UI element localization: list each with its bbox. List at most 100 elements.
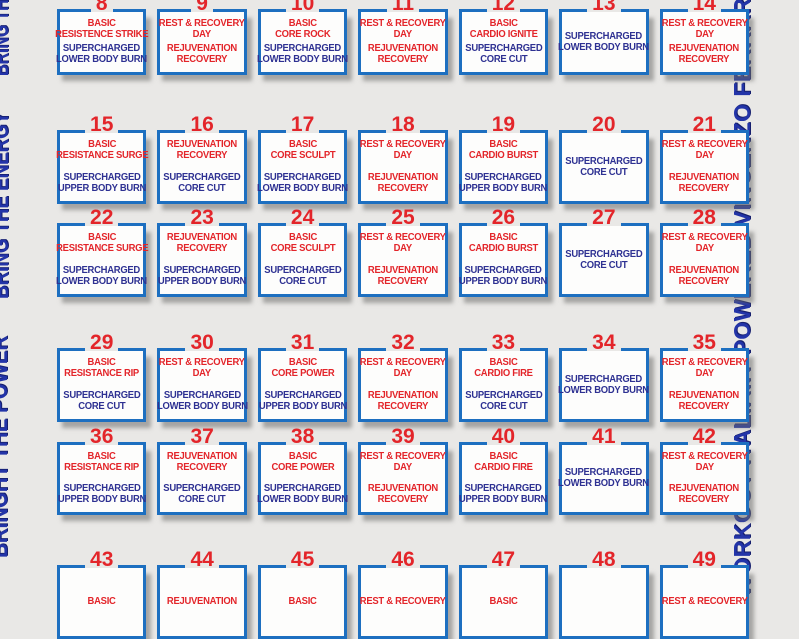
day-card: 46 REST & RECOVERY — [358, 549, 448, 639]
workout-text-line: REST & RECOVERY — [661, 231, 748, 243]
day-card-body: BASIC CARDIO FIRE SUPERCHARGED CORE CUT — [462, 351, 545, 419]
workout-text-line: SUPERCHARGED — [464, 171, 542, 183]
day-card: 24 BASIC CORE SCULPT SUPERCHARGED CORE CUT — [257, 207, 348, 297]
workout-label: REJUVENATION RECOVERY — [167, 232, 237, 254]
day-number: 43 — [90, 548, 114, 571]
workout-text-line: REST & RECOVERY — [360, 231, 446, 243]
workout-text-line: UPPER BODY BURN — [459, 182, 548, 194]
day-card: 25 REST & RECOVERY DAY REJUVENATION RECOVERY — [358, 207, 448, 297]
workout-text-line: CARDIO FIRE — [474, 461, 533, 473]
workout-text-line: CARDIO BURST — [468, 149, 539, 161]
workout-text-line: REJUVENATION — [167, 42, 238, 54]
card-top-line — [118, 223, 147, 226]
day-card: 17 BASIC CORE SCULPT SUPERCHARGED LOWER BODY… — [257, 114, 348, 204]
day-number: 46 — [391, 548, 415, 571]
day-number: 40 — [491, 425, 516, 448]
card-top-line — [157, 348, 186, 351]
day-number: 17 — [290, 113, 315, 136]
left-group-label-2: BRING THE ENERGY — [0, 111, 13, 299]
workout-text-line: LOWER BODY BURN — [156, 400, 248, 412]
day-card-body: REST & RECOVERY — [360, 568, 446, 636]
day-card-body: REST & RECOVERY DAY REJUVENATION RECOVERY — [360, 12, 446, 72]
workout-label: BASIC CARDIO BURST — [469, 232, 538, 254]
day-card: 19 BASIC CARDIO BURST SUPERCHARGED UPPER BOD… — [458, 114, 549, 204]
card-top-line — [559, 130, 588, 133]
card-top-line — [257, 565, 286, 568]
workout-text-line: SUPERCHARGED — [264, 42, 342, 54]
day-card: 12 BASIC CARDIO IGNITE SUPERCHARGED CORE CUT — [458, 0, 549, 75]
card-top-line — [319, 442, 348, 445]
card-top-line — [112, 9, 147, 12]
day-card-header: 26 — [458, 206, 549, 228]
day-card-header: 15 — [57, 113, 147, 135]
day-card-header: 48 — [559, 548, 649, 570]
day-card-header: 45 — [257, 548, 348, 570]
workout-label: BASIC CARDIO FIRE — [474, 357, 533, 379]
workout-text-line: CORE CUT — [278, 275, 327, 287]
day-card-header: 9 — [157, 0, 247, 14]
workout-text-line: RECOVERY — [679, 182, 730, 194]
day-card: 22 BASIC RESISTANCE SURGE SUPERCHARGED LOWER… — [56, 207, 148, 297]
workout-text-line: DAY — [695, 242, 714, 254]
day-card-body: BASIC — [261, 568, 344, 636]
card-top-line — [257, 348, 286, 351]
workout-label: REJUVENATION RECOVERY — [368, 43, 438, 65]
card-top-line — [620, 9, 649, 12]
day-card: 39 REST & RECOVERY DAY REJUVENATION RECOVERY — [358, 426, 448, 515]
workout-text-line: SUPERCHARGED — [264, 389, 342, 401]
workout-label: SUPERCHARGED LOWER BODY BURN — [56, 265, 147, 287]
workout-text-line: REST & RECOVERY — [661, 595, 748, 607]
card-top-line — [419, 223, 448, 226]
day-card-body: BASIC CARDIO BURST SUPERCHARGED UPPER BODY … — [459, 133, 548, 201]
card-top-line — [257, 223, 286, 226]
workout-label: SUPERCHARGED CORE CUT — [565, 155, 642, 178]
card-top-line — [57, 442, 86, 445]
card-top-line — [659, 442, 688, 445]
workout-text-line: REST & RECOVERY — [661, 17, 748, 29]
card-top-line — [118, 348, 147, 351]
workout-text-line: CORE CUT — [479, 400, 528, 412]
day-card-header: 43 — [57, 548, 147, 571]
workout-text-line: CORE SCULPT — [270, 242, 335, 254]
card-top-line — [559, 223, 588, 226]
card-top-line — [57, 9, 91, 12]
workout-text-line: LOWER BODY BURN — [558, 477, 650, 489]
day-number: 14 — [692, 0, 716, 15]
workout-text-line: REJUVENATION — [669, 482, 740, 494]
workout-label: SUPERCHARGED LOWER BODY BURN — [257, 43, 348, 65]
workout-label: REST & RECOVERY DAY — [159, 18, 245, 40]
day-card: 31 BASIC CORE POWER SUPERCHARGED UPPER BODY … — [257, 332, 348, 422]
day-card: 41 SUPERCHARGED LOWER BODY BURN — [558, 426, 650, 515]
workout-label: REJUVENATION RECOVERY — [167, 451, 237, 473]
workout-text-line: RECOVERY — [377, 182, 429, 194]
workout-text-line: SUPERCHARGED — [565, 466, 643, 478]
workout-text-line: BASIC — [288, 356, 317, 368]
workout-text-line: REJUVENATION — [367, 42, 439, 54]
day-card-body: BASIC CARDIO IGNITE SUPERCHARGED CORE CUT — [462, 12, 545, 72]
calendar-week-row: 36 BASIC RESISTANCE RIP SUPERCHARGED UPPER B… — [57, 426, 750, 515]
day-number: 10 — [290, 0, 315, 15]
card-top-line — [57, 130, 86, 133]
workout-text-line: RECOVERY — [377, 275, 429, 287]
workout-text-line: BASIC — [87, 231, 116, 243]
card-top-line — [358, 348, 387, 351]
workout-text-line: SUPERCHARGED — [63, 42, 141, 54]
workout-label: SUPERCHARGED CORE CUT — [63, 390, 140, 412]
calendar-week-row: 29 BASIC RESISTANCE RIP SUPERCHARGED CORE CU… — [57, 332, 750, 422]
day-card-body: BASIC — [462, 568, 545, 636]
workout-text-line: BASIC — [489, 17, 518, 29]
card-top-line — [520, 9, 549, 12]
workout-label: REST & RECOVERY DAY — [360, 139, 446, 161]
workout-text-line: DAY — [695, 28, 714, 40]
workout-text-line: LOWER BODY BURN — [56, 53, 148, 65]
workout-label: BASIC RESISTANCE RIP — [64, 357, 139, 379]
workout-text-line: CORE CUT — [178, 182, 226, 194]
day-card-header: 27 — [559, 206, 649, 228]
workout-text-line: LOWER BODY BURN — [257, 53, 348, 65]
day-card-body: REST & RECOVERY DAY REJUVENATION RECOVERY — [360, 226, 446, 294]
workout-text-line: CORE SCULPT — [270, 149, 335, 161]
workout-text-line: CORE CUT — [580, 165, 628, 178]
card-top-line — [458, 223, 487, 226]
day-card: 21 REST & RECOVERY DAY REJUVENATION RECOVERY — [659, 114, 750, 204]
day-card-body: BASIC RESISTANCE SURGE SUPERCHARGED UPPER B… — [56, 133, 148, 201]
